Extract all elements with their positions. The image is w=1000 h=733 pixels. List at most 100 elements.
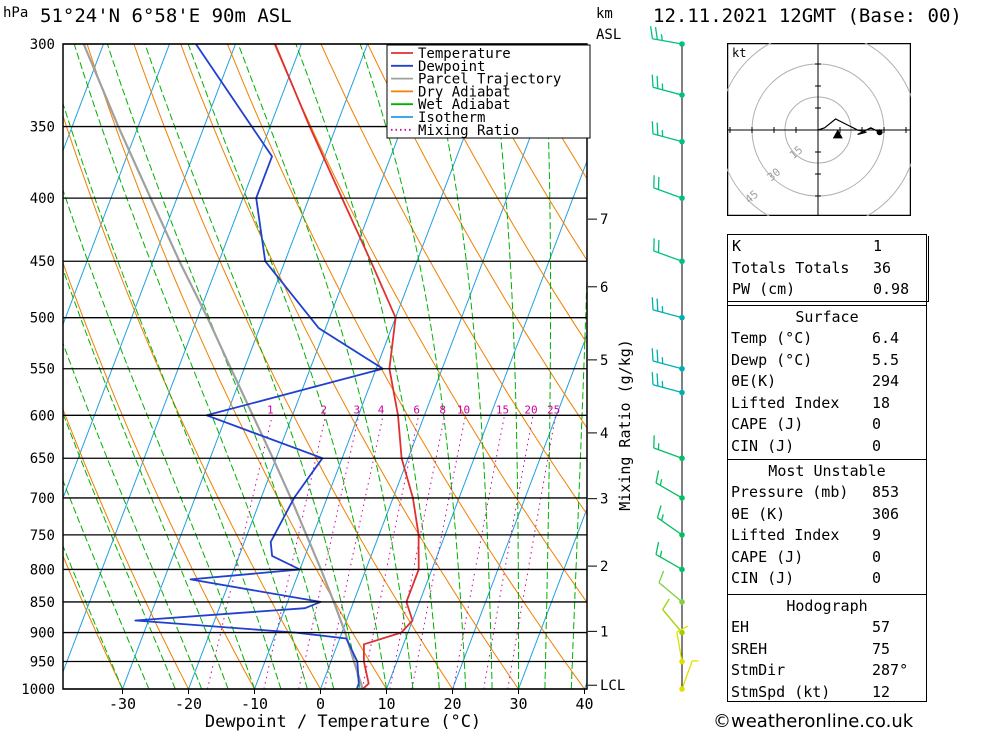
most-unstable-label: θE (K) [731,504,786,523]
plot-frame [62,43,588,690]
hodograph-stat-label: EH [731,618,750,636]
wind-barb [649,26,685,47]
pressure-tick-label: 600 [30,408,55,424]
mixing-ratio-label: 10 [457,403,470,416]
storm-motion-marker [832,129,843,139]
isotherm-line [188,44,434,689]
dry-adiabat-line [63,554,123,689]
wind-barb [656,505,685,538]
isotherm-line [122,44,368,689]
x-tick-label: 40 [575,695,593,713]
surface-value: 294 [872,372,900,391]
most-unstable-row: CIN (J) 0 [727,568,927,590]
isotherm-line [63,44,236,500]
mixing-ratio-label: 25 [547,403,560,416]
dry-adiabat-line [226,44,585,689]
mixing-ratio-axis-label: Mixing Ratio (g/kg) [616,339,634,511]
dry-adiabat-line [133,44,453,689]
hodograph-end-point [876,129,883,136]
mixing-ratio-label: 1 [267,403,274,416]
mixing-ratio-line [452,415,505,689]
surface-label: Temp (°C) [731,329,813,347]
km-tick-label: 7 [600,212,608,228]
hodograph-stat-label: StmSpd (kt) [731,682,831,701]
most-unstable-block: Most Unstable Pressure (mb) 853 θE (K) 306 Li… [727,459,927,590]
pressure-tick-label: 800 [30,562,55,578]
mixing-ratio-line [361,415,420,689]
km-tick-label: LCL [600,678,625,694]
index-row: Totals Totals 36 [728,258,928,280]
index-value: 36 [873,258,892,277]
legend-entry-label: Temperature [418,46,511,62]
dry-adiabat-line [180,44,519,689]
dry-adiabat-line [695,44,720,689]
datetime-title: 12.11.2021 12GMT (Base: 00) [653,5,962,27]
pressure-unit-label: hPa [3,5,29,21]
wet-adiabat-line [359,44,467,689]
mixing-ratio-line [389,415,446,689]
surface-block: Surface Temp (°C) 6.4 Dewp (°C) 5.5 θE(K) 294 L… [727,305,927,458]
location-title: 51°24'N 6°58'E 90m ASL [40,5,292,27]
most-unstable-label: CIN (J) [731,569,795,588]
hodograph-block: Hodograph EH 57 SREH 75 StmDir 287° StmSpd (kt)… [727,594,927,703]
km-unit-label: km [596,6,613,22]
mixing-ratio-label: 6 [413,403,420,416]
dry-adiabat-line [460,44,587,262]
pressure-tick-label: 500 [30,311,55,327]
pressure-tick-label: 650 [30,451,55,467]
pressure-tick-label: 850 [30,595,55,611]
isotherm-line [518,507,587,689]
surface-row: Lifted Index 18 [727,393,927,415]
wind-barb [651,297,685,321]
most-unstable-title: Most Unstable [727,459,927,482]
wet-adiabat-line [63,267,229,689]
hodograph-trace [817,118,880,135]
dry-adiabat-line [507,44,587,180]
dry-adiabat-line [367,44,587,429]
wind-barb [679,660,699,692]
surface-row: CAPE (J) 0 [727,414,927,436]
hodograph-stat-title: Hodograph [727,594,927,617]
wind-barb [655,541,685,573]
isotherm-line [386,159,587,689]
hodograph-stat-row: StmSpd (kt) 12 [727,682,927,704]
surface-label: θE(K) [731,372,777,391]
most-unstable-row: CAPE (J) 0 [727,547,927,569]
indices-block: K 1 Totals Totals 36 PW (cm) 0.98 [727,236,929,302]
km-tick-label: 1 [600,624,608,640]
temperature-line [274,44,420,689]
wet-adiabat-line [144,44,361,689]
pressure-tick-label: 950 [30,655,55,671]
km-tick-label: 5 [600,353,608,369]
surface-value: 6.4 [872,329,900,347]
legend-entry-label: Dewpoint [418,59,485,75]
index-value: 1 [873,237,883,255]
wind-barb [662,598,685,636]
x-tick-label: 0 [316,695,325,713]
wind-barb [676,625,689,665]
most-unstable-row: Lifted Index 9 [727,525,927,547]
surface-label: CAPE (J) [731,415,804,434]
surface-row: Dewp (°C) 5.5 [727,350,927,372]
pressure-tick-label: 700 [30,491,55,507]
parcel-trajectory-line [82,44,364,689]
wind-barb [651,74,685,98]
hodograph-stat-value: 287° [872,661,909,680]
hodograph-ring-label: 45 [743,188,762,206]
mixing-ratio-label: 8 [439,403,446,416]
wind-barb [651,372,685,396]
pressure-tick-label: 1000 [21,682,55,698]
dry-adiabat-line [414,44,587,345]
wet-adiabat-line [63,341,203,689]
surface-value: 5.5 [872,350,900,369]
stats-table [727,234,927,702]
skew-t-chart: 1 2 3 4 6 8 10 15 20 2530035040045050055060065070… [21,26,720,732]
surface-title: Surface [727,305,927,328]
wind-barb [651,348,685,372]
wet-adiabat-line [544,44,552,689]
x-tick-label: -30 [109,695,136,713]
dry-adiabat-line [63,408,189,689]
wet-adiabat-line [63,412,176,689]
hodograph-stat-row: StmDir 287° [727,660,927,682]
